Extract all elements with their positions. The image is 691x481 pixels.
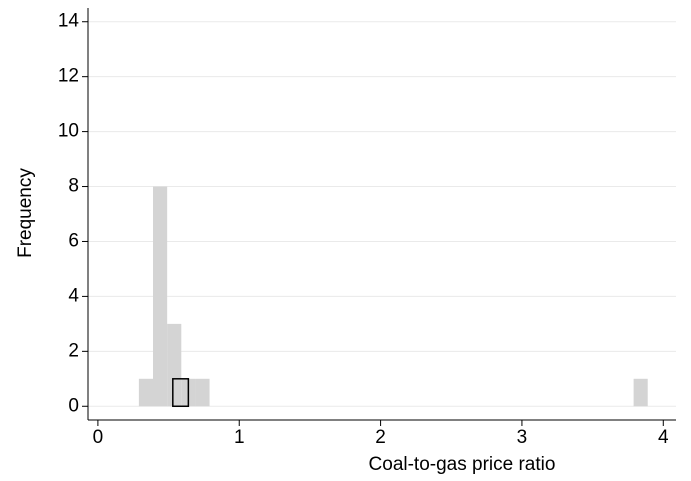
y-tick-label: 8 — [68, 176, 79, 197]
y-tick-label: 2 — [68, 340, 79, 361]
x-tick-label: 2 — [375, 427, 386, 448]
x-tick-label: 3 — [517, 427, 528, 448]
histogram-bar — [167, 323, 182, 407]
y-tick-label: 0 — [68, 395, 79, 416]
x-tick-label: 0 — [93, 427, 104, 448]
histogram-bar — [138, 378, 154, 407]
histogram-bar — [195, 378, 210, 407]
x-tick-label: 1 — [234, 427, 245, 448]
histogram-bar — [172, 378, 190, 408]
y-tick-label: 6 — [68, 230, 79, 251]
y-tick-label: 10 — [58, 121, 79, 142]
x-axis-label: Coal-to-gas price ratio — [369, 454, 556, 475]
x-tick-label: 4 — [658, 427, 669, 448]
y-tick-label: 14 — [58, 11, 80, 32]
y-tick-label: 4 — [68, 285, 79, 306]
histogram-bar — [153, 186, 168, 407]
y-axis-label: Frequency — [15, 168, 36, 258]
histogram-bar — [633, 378, 648, 407]
y-tick-label: 12 — [58, 66, 79, 87]
